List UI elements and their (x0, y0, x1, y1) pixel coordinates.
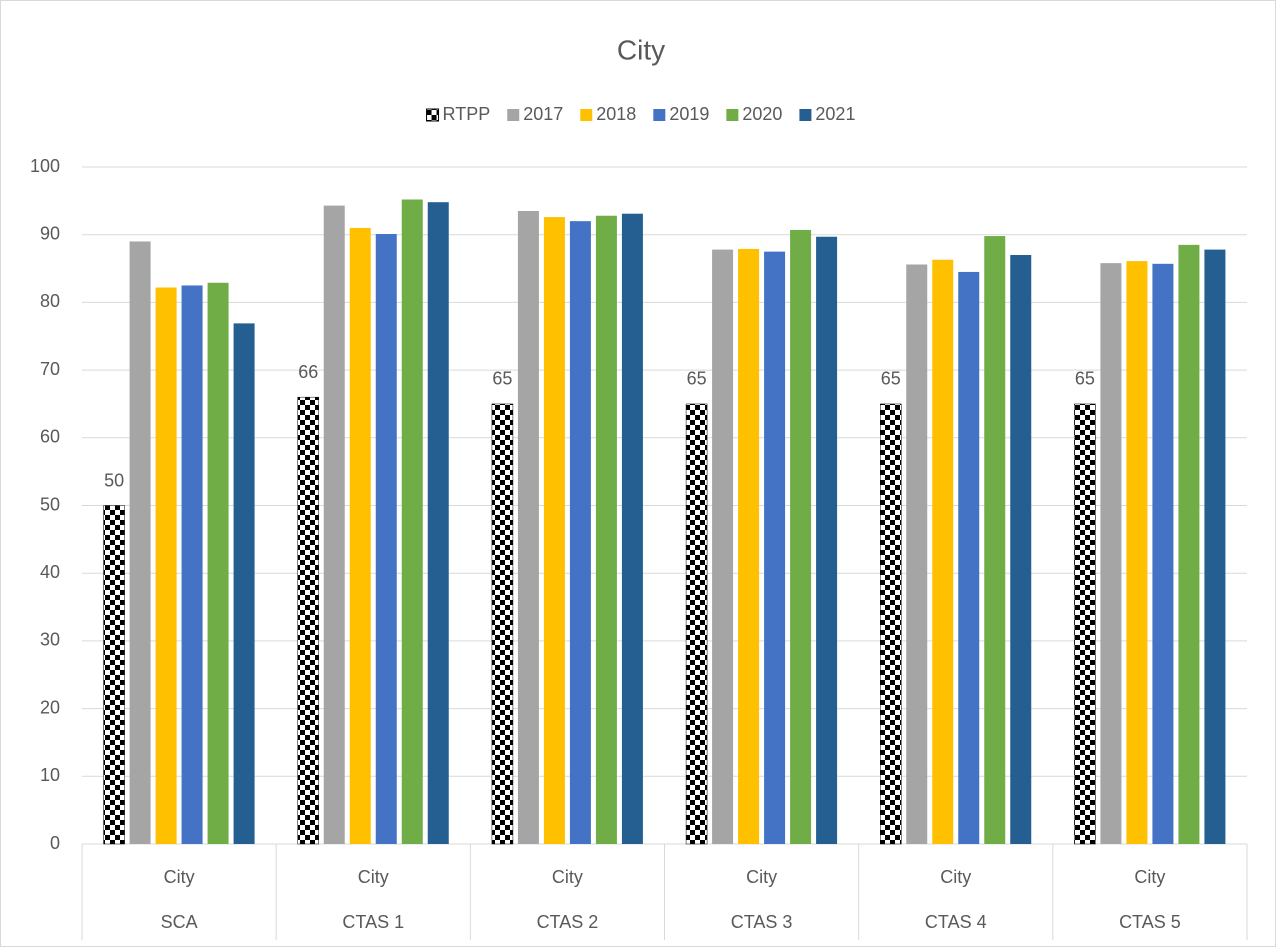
x-group-label: SCA (161, 912, 198, 932)
bar (595, 215, 617, 844)
legend-swatch (653, 109, 666, 121)
y-tick-label: 60 (40, 427, 60, 447)
x-tick-label: City (746, 867, 777, 887)
y-tick-label: 0 (50, 833, 60, 853)
data-label: 65 (1075, 369, 1095, 389)
bar (1100, 263, 1122, 844)
bar (738, 248, 760, 845)
x-tick-label: City (358, 867, 389, 887)
bar (790, 229, 812, 844)
legend-label: 2021 (815, 104, 855, 124)
bar (129, 241, 151, 845)
data-label: 50 (104, 470, 124, 490)
bar (1074, 403, 1096, 845)
bar (958, 271, 980, 844)
bar (233, 323, 255, 845)
x-tick-label: City (552, 867, 583, 887)
chart-title: City (617, 34, 665, 65)
bar (349, 227, 371, 844)
legend: RTPP 2017 2018 2019 2020 2021 (426, 104, 855, 124)
legend-swatch (799, 109, 812, 121)
legend-label: 2017 (523, 104, 563, 124)
bar (569, 221, 591, 844)
data-label: 65 (881, 369, 901, 389)
bar (906, 264, 928, 844)
y-tick-label: 100 (30, 156, 60, 176)
legend-label: 2020 (742, 104, 782, 124)
legend-label: RTPP (443, 104, 491, 124)
bar (764, 251, 786, 844)
y-tick-label: 50 (40, 494, 60, 514)
bar (816, 236, 838, 844)
x-group-label: CTAS 2 (537, 912, 599, 932)
bar (685, 403, 708, 845)
bar (712, 249, 734, 844)
legend-swatch (726, 109, 739, 121)
bar (207, 282, 229, 845)
bar (880, 403, 902, 845)
y-tick-label: 70 (40, 359, 60, 379)
bar (181, 285, 203, 845)
x-group-label: CTAS 1 (342, 912, 404, 932)
bar (1178, 244, 1200, 845)
legend-swatch (580, 109, 593, 121)
bar (297, 396, 319, 845)
bar (932, 259, 954, 844)
legend-swatch (507, 109, 520, 121)
bar (401, 199, 423, 845)
bar (984, 236, 1006, 844)
y-tick-label: 20 (40, 697, 60, 717)
x-group-label: CTAS 3 (731, 912, 793, 932)
data-label: 65 (687, 369, 707, 389)
y-tick-label: 40 (40, 562, 60, 582)
x-tick-label: City (164, 867, 195, 887)
x-group-label: CTAS 5 (1119, 912, 1181, 932)
bar (1152, 263, 1174, 844)
legend-label: 2019 (669, 104, 709, 124)
bar (323, 205, 345, 845)
x-tick-label: City (940, 867, 971, 887)
bar (375, 234, 397, 844)
x-group-label: CTAS 4 (925, 912, 987, 932)
bar (1204, 249, 1226, 844)
legend-swatch (426, 108, 440, 122)
bar (517, 211, 539, 844)
y-tick-label: 80 (40, 291, 60, 311)
y-tick-label: 90 (40, 223, 60, 243)
bar (1126, 261, 1148, 844)
data-label: 66 (298, 362, 318, 382)
data-label: 65 (492, 369, 512, 389)
y-tick-label: 10 (40, 765, 60, 785)
x-tick-label: City (1134, 867, 1165, 887)
bar (621, 213, 643, 844)
bar (427, 202, 449, 845)
legend-label: 2018 (596, 104, 636, 124)
bar (155, 287, 177, 845)
y-tick-label: 30 (40, 630, 60, 650)
bar (543, 217, 565, 844)
bar (491, 403, 514, 845)
bar (103, 505, 125, 845)
bar (1010, 255, 1032, 844)
